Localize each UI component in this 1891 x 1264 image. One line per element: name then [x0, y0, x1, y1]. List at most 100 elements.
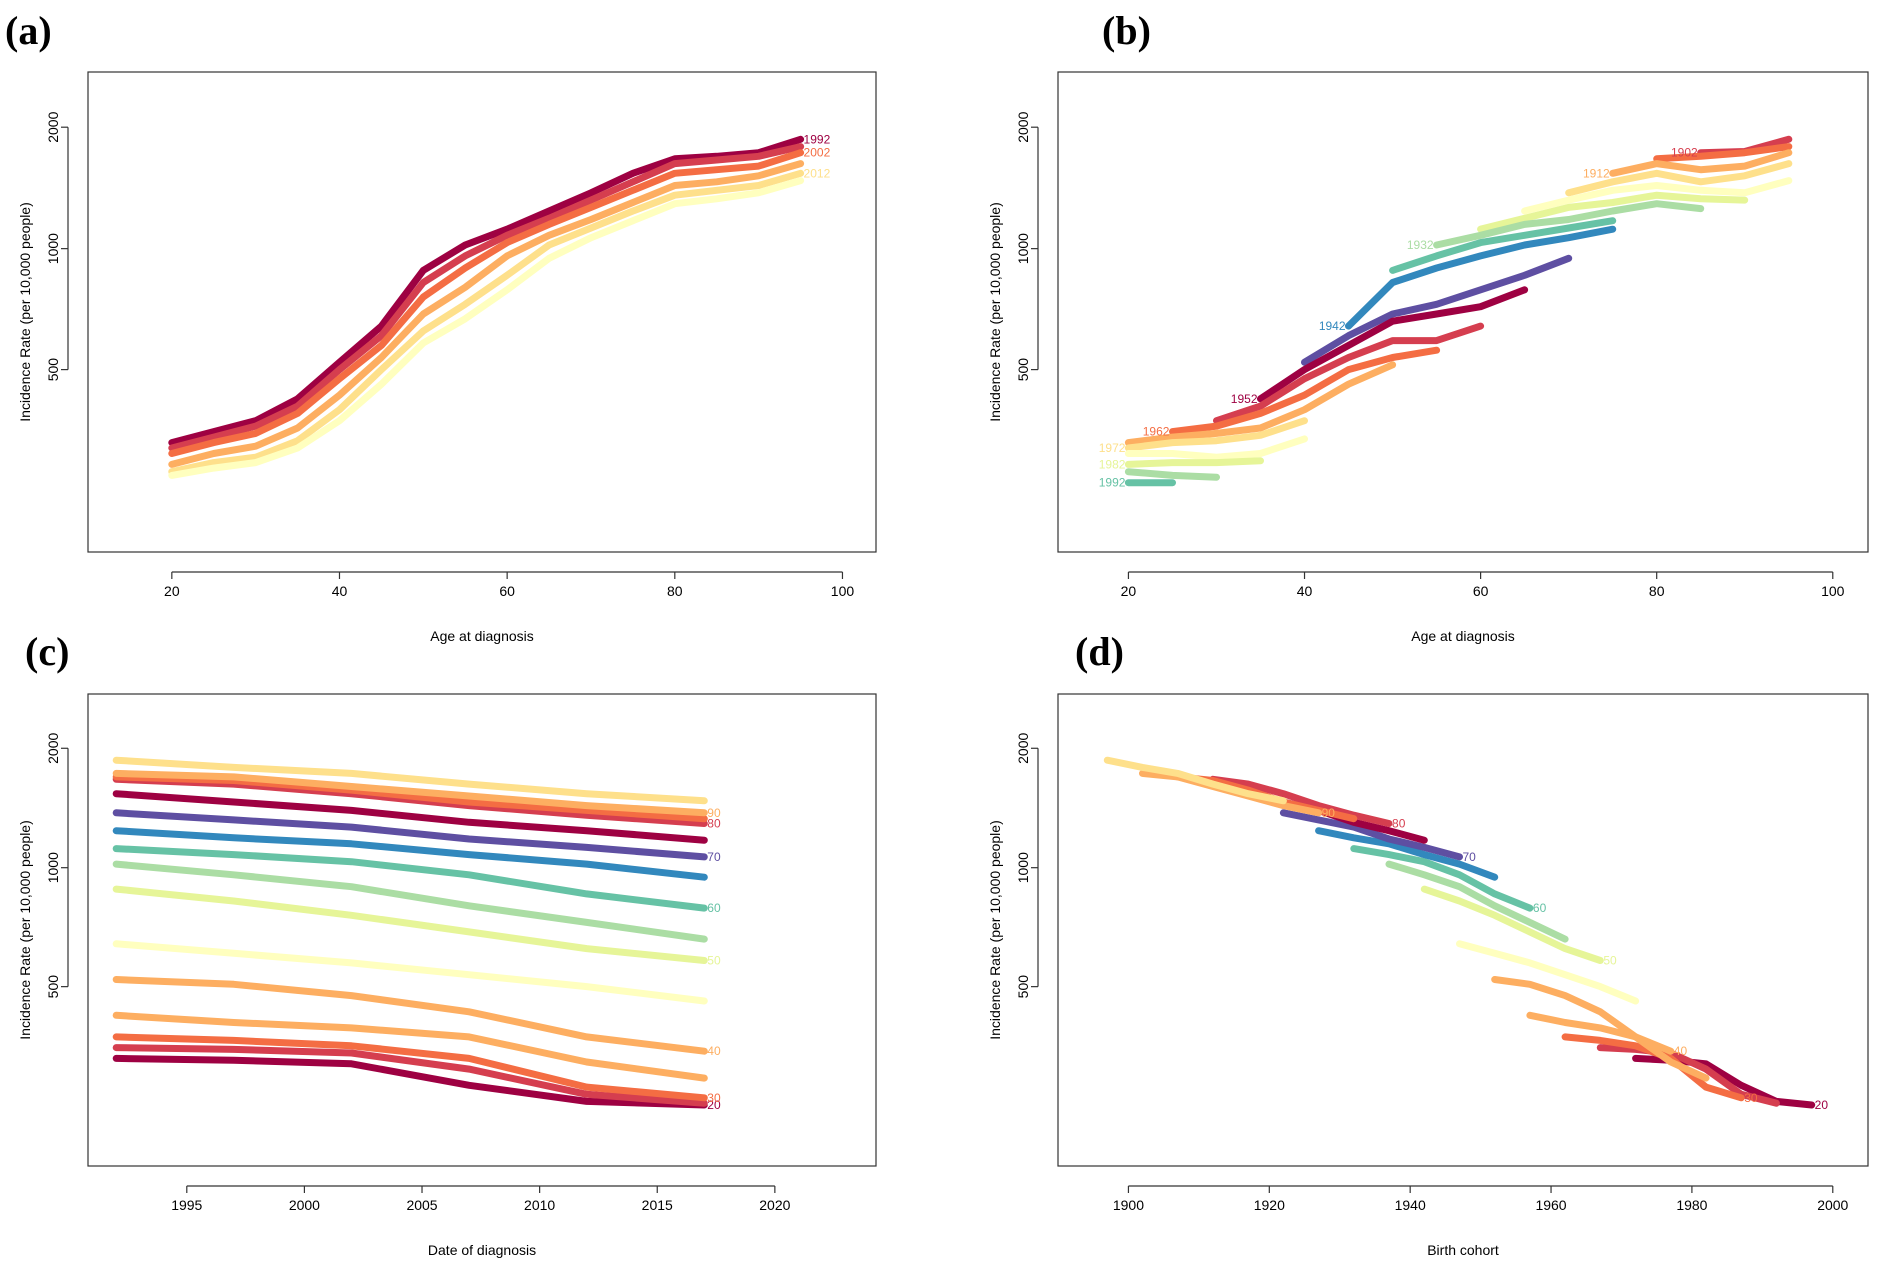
series-line-1907 — [1653, 143, 1793, 163]
series-group — [112, 756, 708, 1109]
y-tick-label: 1000 — [45, 852, 61, 883]
series-line-55 — [112, 860, 708, 943]
x-tick-label: 1920 — [1254, 1197, 1285, 1213]
y-axis-title: Incidence Rate (per 10,000 people) — [987, 820, 1003, 1039]
x-tick-label: 40 — [332, 583, 348, 599]
series-line-1957 — [1213, 322, 1485, 425]
x-tick-label: 2020 — [759, 1197, 790, 1213]
x-tick-label: 1960 — [1535, 1197, 1566, 1213]
series-line-1932 — [1433, 200, 1705, 249]
panel-letter-a: (a) — [5, 8, 52, 53]
series-label-1992: 1992 — [1099, 476, 1126, 490]
chart-panel-4: 1900 1920 1940 1960 1980 2000 500 1000 2000 Birth… — [987, 693, 1869, 1258]
series-line-70 — [112, 809, 708, 861]
series-line-1942 — [1345, 225, 1617, 330]
series-label-1992: 1992 — [804, 132, 831, 146]
x-tick-label: 2010 — [524, 1197, 555, 1213]
y-axis-title: Incidence Rate (per 10,000 people) — [17, 202, 33, 421]
series-line-1992 — [168, 135, 805, 447]
series-label-20: 20 — [1815, 1098, 1829, 1112]
series-line-35 — [112, 1011, 708, 1082]
x-axis: 1995 2000 2005 2010 2015 2020 — [171, 1185, 791, 1213]
series-label-20: 20 — [707, 1098, 721, 1112]
series-label-30: 30 — [707, 1091, 721, 1105]
series-line-2017 — [168, 177, 805, 479]
x-tick-label: 2000 — [289, 1197, 320, 1213]
x-tick-label: 2000 — [1817, 1197, 1848, 1213]
series-line-1922 — [1521, 177, 1793, 215]
series-line-1937 — [1389, 217, 1617, 274]
series-line-30 — [112, 1033, 708, 1102]
series-line-20 — [112, 1054, 708, 1109]
y-axis-title: Incidence Rate (per 10,000 people) — [987, 202, 1003, 421]
series-line-95 — [112, 756, 708, 805]
series-line-45 — [1456, 940, 1640, 1005]
series-label-70: 70 — [707, 850, 721, 864]
y-tick-label: 1000 — [1015, 852, 1031, 883]
x-tick-label: 1940 — [1395, 1197, 1426, 1213]
series-line-25 — [112, 1044, 708, 1107]
series-label-90: 90 — [707, 806, 721, 820]
x-axis: 20 40 60 80 100 — [1121, 571, 1845, 599]
y-axis: 500 1000 2000 — [45, 732, 69, 998]
x-tick-label: 60 — [499, 583, 515, 599]
series-line-1987 — [1124, 468, 1220, 481]
series-label-80: 80 — [707, 817, 721, 831]
series-line-2012 — [168, 169, 805, 476]
y-tick-label: 1000 — [1015, 233, 1031, 264]
series-label-2002: 2002 — [804, 146, 831, 160]
series-label-40: 40 — [1674, 1044, 1688, 1058]
series-line-1962 — [1169, 346, 1441, 436]
series-label-1942: 1942 — [1319, 319, 1346, 333]
series-label-1912: 1912 — [1583, 166, 1610, 180]
series-label-30: 30 — [1744, 1091, 1758, 1105]
y-axis: 500 1000 2000 — [1015, 732, 1039, 998]
chart-panel-1: 20 40 60 80 100 500 1000 2000 Age at diagnosis In… — [17, 71, 877, 644]
y-axis-title: Incidence Rate (per 10,000 people) — [17, 820, 33, 1039]
x-tick-label: 20 — [164, 583, 180, 599]
series-line-2002 — [168, 149, 805, 457]
x-tick-label: 2005 — [406, 1197, 437, 1213]
y-tick-label: 500 — [1015, 358, 1031, 382]
y-tick-label: 1000 — [45, 233, 61, 264]
series-label-1932: 1932 — [1407, 238, 1434, 252]
series-label-1952: 1952 — [1231, 392, 1258, 406]
panel-letter-c: (c) — [25, 629, 69, 674]
x-tick-label: 80 — [667, 583, 683, 599]
series-line-85 — [112, 773, 708, 823]
series-line-1912 — [1609, 149, 1793, 177]
series-line-75 — [112, 790, 708, 844]
series-label-1982: 1982 — [1099, 457, 1126, 471]
series-line-90 — [112, 769, 708, 817]
x-tick-label: 100 — [831, 583, 855, 599]
x-tick-label: 80 — [1649, 583, 1665, 599]
series-label-90: 90 — [1322, 806, 1336, 820]
series-labels: 1902 1912 1932 1942 1952 1962 1972 1982 1992 — [1099, 146, 1698, 490]
series-line-95 — [1103, 756, 1287, 805]
series-line-60 — [112, 845, 708, 912]
series-line-50 — [1420, 885, 1604, 964]
x-axis-title: Birth cohort — [1427, 1242, 1499, 1258]
series-line-65 — [112, 827, 708, 881]
series-group — [1103, 756, 1816, 1109]
series-label-60: 60 — [1533, 901, 1547, 915]
panels: 20 40 60 80 100 500 1000 2000 Age at diagnosis In… — [17, 71, 1869, 1258]
series-line-1967 — [1124, 361, 1397, 447]
series-label-1972: 1972 — [1099, 441, 1126, 455]
x-tick-label: 2015 — [642, 1197, 673, 1213]
series-label-80: 80 — [1392, 817, 1406, 831]
x-tick-label: 1980 — [1676, 1197, 1707, 1213]
series-line-1972 — [1124, 417, 1308, 452]
plot-frame — [87, 71, 877, 553]
series-line-45 — [112, 940, 708, 1005]
series-line-35 — [1526, 1011, 1710, 1082]
series-line-55 — [1385, 860, 1569, 943]
series-group — [1124, 135, 1793, 487]
y-tick-label: 2000 — [45, 732, 61, 763]
series-line-50 — [112, 885, 708, 964]
x-axis: 1900 1920 1940 1960 1980 2000 — [1113, 1185, 1849, 1213]
